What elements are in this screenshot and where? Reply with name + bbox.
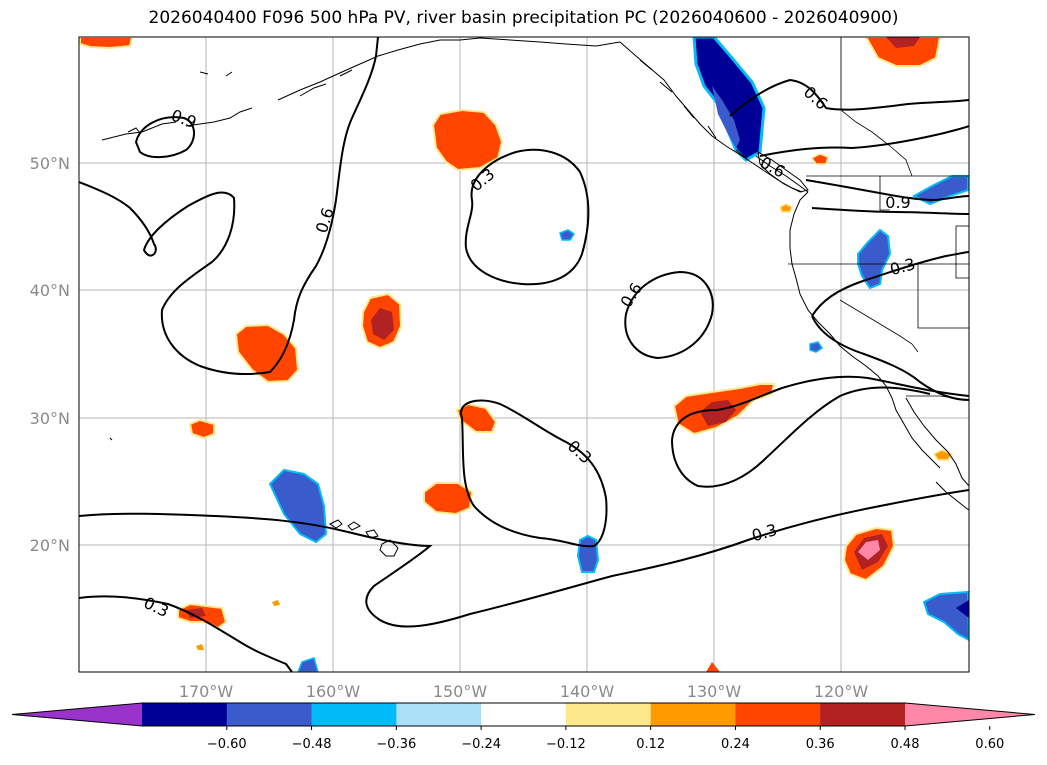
coastlines bbox=[101, 37, 969, 557]
lon-label: 150°W bbox=[433, 682, 488, 701]
lat-label: 20°N bbox=[30, 536, 70, 555]
lon-label: 140°W bbox=[560, 682, 615, 701]
colorbar-tick-label: −0.36 bbox=[376, 737, 416, 752]
colorbar-extend-max bbox=[905, 703, 1035, 726]
precip-blob-core bbox=[186, 608, 206, 618]
gridlines bbox=[79, 37, 969, 672]
precip-blob-negative bbox=[297, 657, 319, 672]
colorbar-swatch bbox=[650, 703, 736, 726]
colorbar-tick-label: −0.24 bbox=[461, 737, 501, 752]
colorbar-swatch bbox=[735, 703, 821, 726]
precip-blob-max bbox=[858, 540, 880, 560]
colorbar-swatch bbox=[396, 703, 482, 726]
precip-blob-positive bbox=[810, 153, 829, 165]
precip-blob-negative bbox=[692, 37, 766, 162]
colorbar-tick-label: 0.60 bbox=[975, 737, 1004, 752]
precip-blob-negative bbox=[922, 590, 969, 642]
colorbar-tick-label: 0.12 bbox=[636, 737, 665, 752]
precip-blob-positive bbox=[706, 662, 720, 672]
colorbar-tick-label: −0.48 bbox=[292, 737, 332, 752]
longitude-labels: 170°W 160°W 150°W 140°W 130°W 120°W bbox=[179, 682, 869, 701]
latitude-labels: 50°N 40°N 30°N 20°N bbox=[30, 154, 70, 555]
precip-blob-core bbox=[371, 308, 394, 340]
colorbar-tick-label: 0.24 bbox=[721, 737, 750, 752]
precip-blob-core bbox=[886, 37, 920, 48]
colorbar-swatch bbox=[226, 703, 313, 726]
colorbar-swatch bbox=[820, 703, 906, 726]
lat-label: 50°N bbox=[30, 154, 70, 173]
lat-label: 40°N bbox=[30, 281, 70, 300]
lon-label: 130°W bbox=[687, 682, 742, 701]
precip-blob-negative bbox=[911, 175, 969, 206]
colorbar-tick-label: −0.12 bbox=[546, 737, 586, 752]
precip-blobs bbox=[79, 37, 969, 672]
colorbar-tick-label: 0.48 bbox=[891, 737, 920, 752]
colorbar-swatch bbox=[481, 703, 567, 726]
lon-label: 120°W bbox=[814, 682, 869, 701]
colorbar-swatch bbox=[142, 703, 228, 726]
lon-label: 160°W bbox=[306, 682, 361, 701]
precip-blob-negative-core bbox=[956, 600, 969, 618]
precip-blob-positive bbox=[188, 418, 215, 440]
contour-label: 0.9 bbox=[885, 193, 910, 212]
colorbar-outline bbox=[11, 702, 1036, 727]
precip-blob-positive bbox=[431, 108, 504, 172]
precip-blob-positive bbox=[79, 37, 134, 50]
colorbar-tick-label: −0.60 bbox=[207, 737, 247, 752]
precip-blob-positive bbox=[423, 482, 474, 516]
precip-blob-positive bbox=[196, 644, 204, 650]
lon-label: 170°W bbox=[179, 682, 234, 701]
precip-blob-positive bbox=[864, 37, 942, 67]
map-frame bbox=[78, 36, 970, 673]
colorbar-extend-min bbox=[12, 703, 142, 726]
colorbar-tick-label: 0.36 bbox=[806, 737, 835, 752]
colorbar: −0.60 −0.48 −0.36 −0.24 −0.12 0.12 0.24 0.36 0.4… bbox=[11, 702, 1036, 752]
precip-blob-negative bbox=[809, 341, 824, 353]
precip-blob-positive bbox=[932, 449, 954, 461]
colorbar-swatch bbox=[311, 703, 397, 726]
precip-blob-negative-light bbox=[712, 86, 740, 148]
precip-blob-positive bbox=[234, 323, 300, 384]
pv-contours bbox=[79, 37, 969, 672]
precip-blob-negative bbox=[857, 228, 892, 290]
precip-blob-core bbox=[700, 400, 736, 426]
precip-blob-positive bbox=[272, 600, 280, 606]
map-panel bbox=[79, 37, 969, 672]
map-title: 2026040400 F096 500 hPa PV, river basin … bbox=[148, 8, 899, 28]
precip-blob-negative bbox=[559, 229, 576, 241]
precip-blob-positive bbox=[779, 203, 793, 213]
colorbar-swatch bbox=[565, 703, 652, 726]
precip-blob-negative bbox=[576, 534, 600, 573]
lat-label: 30°N bbox=[30, 409, 70, 428]
